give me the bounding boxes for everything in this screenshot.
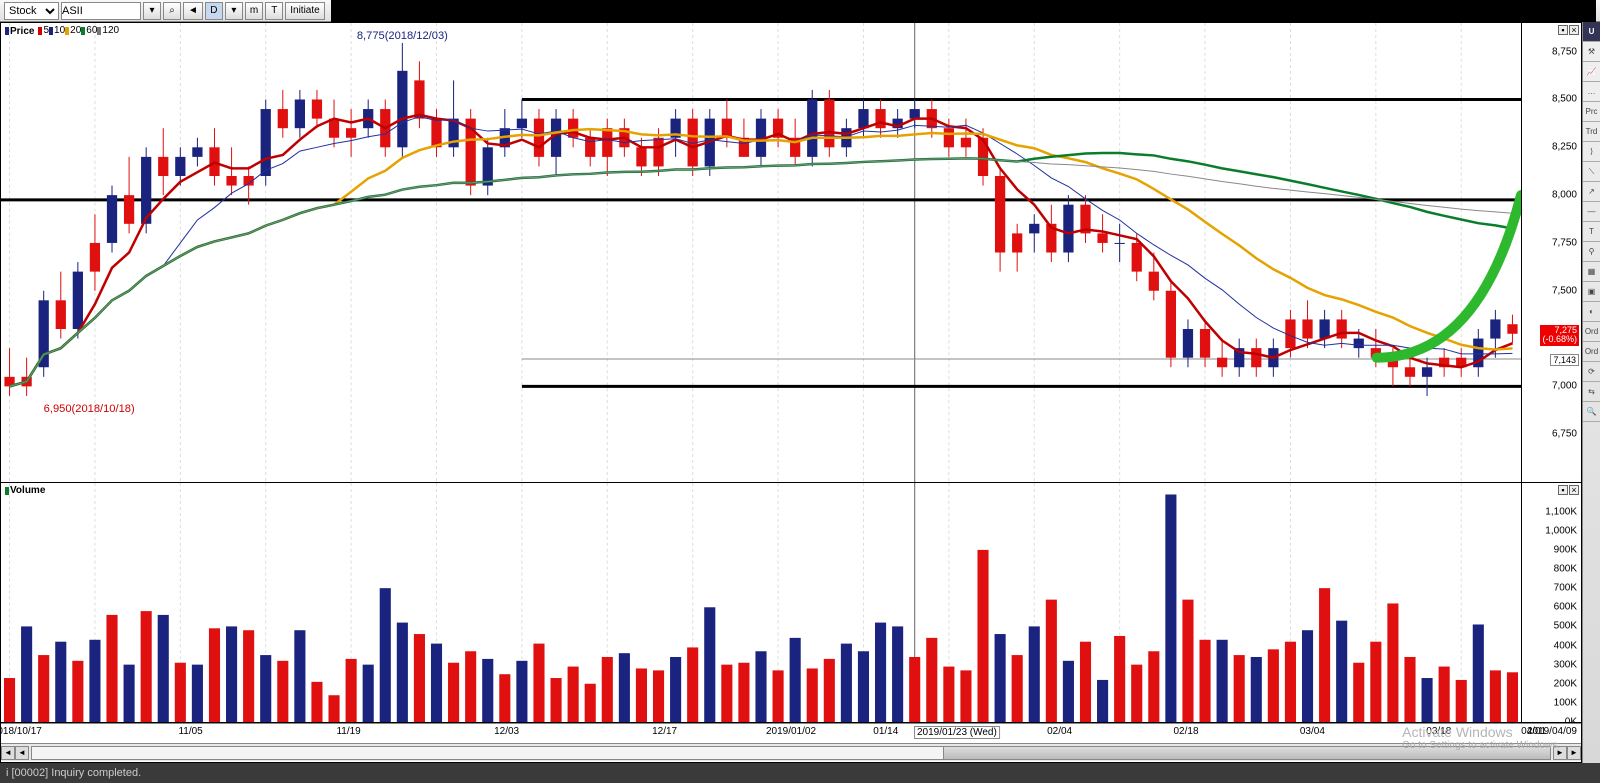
price-ytick: 8,000 [1552, 190, 1577, 201]
legend-ma20: 20 [65, 25, 81, 36]
price-y-axis: 6,7507,0007,2507,5007,7508,0008,2508,500… [1521, 23, 1581, 482]
price-ytick: 7,000 [1552, 381, 1577, 392]
tool-5[interactable]: Trd [1583, 122, 1600, 142]
legend-ma60: 60 [81, 25, 97, 36]
tool-12[interactable]: ▦ [1583, 262, 1600, 282]
xaxis-label: 02/18 [1173, 726, 1198, 737]
volume-ytick: 500K [1554, 621, 1577, 632]
tool-14[interactable]: ◐ [1583, 302, 1600, 322]
scroll-left-icon[interactable]: ◄ [1, 746, 15, 760]
xaxis-label: 11/05 [178, 726, 202, 737]
xaxis-label: 2019/01/23 (Wed) [914, 726, 1000, 739]
price-ytick: 7,500 [1552, 285, 1577, 296]
xaxis-label: 03/04 [1300, 726, 1325, 737]
tool-13[interactable]: ▣ [1583, 282, 1600, 302]
tool-4[interactable]: Prc [1583, 102, 1600, 122]
tool-11[interactable]: ⚲ [1583, 242, 1600, 262]
toolbar-spacer [331, 0, 1596, 22]
dropdown-icon[interactable]: ▾ [143, 2, 161, 20]
status-message: i [00002] Inquiry completed. [6, 767, 141, 779]
volume-panel: Volume ▪ × 0K100K200K300K400K500K600K700… [1, 483, 1581, 723]
tool-2[interactable]: 📈 [1583, 62, 1600, 82]
tool-18[interactable]: ⇆ [1583, 382, 1600, 402]
xaxis-label: 12/03 [494, 726, 519, 737]
price-legend: Price 5102060120 [5, 25, 119, 38]
price-ytick: 6,750 [1552, 429, 1577, 440]
volume-ytick: 800K [1554, 564, 1577, 575]
volume-ytick: 400K [1554, 640, 1577, 651]
price-ytick: 7,750 [1552, 237, 1577, 248]
tool-15[interactable]: Ord [1583, 322, 1600, 342]
volume-ytick: 300K [1554, 659, 1577, 670]
status-bar: i [00002] Inquiry completed. [0, 763, 1600, 783]
legend-ma5: 5 [38, 25, 49, 36]
panel-close-icon[interactable]: × [1569, 25, 1579, 35]
xaxis-label: 01/14 [873, 726, 898, 737]
search-icon[interactable]: ⌕ [163, 2, 181, 20]
scroll-left2-icon[interactable]: ◄ [15, 746, 29, 760]
initiate-button[interactable]: Initiate [285, 2, 324, 20]
period-m-button[interactable]: m [245, 2, 263, 20]
volume-plot[interactable] [1, 483, 1521, 722]
scroll-track[interactable] [31, 746, 1551, 760]
main-area: Price 5102060120 ▪ × 8,775(2018/12/03) 6,… [0, 22, 1600, 763]
price-panel: Price 5102060120 ▪ × 8,775(2018/12/03) 6,… [1, 23, 1581, 483]
volume-ytick: 200K [1554, 678, 1577, 689]
price-ytick: 8,250 [1552, 142, 1577, 153]
panel-settings-icon[interactable]: ▪ [1558, 485, 1568, 495]
xaxis-label: 2018/10/17 [0, 726, 42, 737]
price-legend-label: Price [10, 26, 34, 37]
tool-6[interactable]: ⟩ [1583, 142, 1600, 162]
tool-10[interactable]: T [1583, 222, 1600, 242]
legend-ma120: 120 [97, 25, 119, 36]
volume-ytick: 100K [1554, 697, 1577, 708]
volume-ytick: 1,100K [1545, 506, 1577, 517]
price-ytick: 8,500 [1552, 94, 1577, 105]
back-icon[interactable]: ◄ [183, 2, 203, 20]
chart-column: Price 5102060120 ▪ × 8,775(2018/12/03) 6,… [0, 22, 1582, 763]
tool-16[interactable]: Ord [1583, 342, 1600, 362]
instrument-type-select[interactable]: Stock [4, 2, 59, 20]
panel-settings-icon[interactable]: ▪ [1558, 25, 1568, 35]
chart-scrollbar[interactable]: ◄ ◄ ► ► [1, 743, 1581, 761]
tool-9[interactable]: — [1583, 202, 1600, 222]
period-t-button[interactable]: T [265, 2, 283, 20]
tool-3[interactable]: … [1583, 82, 1600, 102]
panel-close-icon[interactable]: × [1569, 485, 1579, 495]
volume-panel-controls: ▪ × [1558, 485, 1579, 495]
current-price-badge: 7,275(-0.68%) [1540, 325, 1579, 347]
price-plot[interactable]: 8,775(2018/12/03) 6,950(2018/10/18) [1, 23, 1521, 482]
period-dropdown-icon[interactable]: ▾ [225, 2, 243, 20]
tool-8[interactable]: ↗ [1583, 182, 1600, 202]
xaxis-label: 12/17 [652, 726, 677, 737]
tool-1[interactable]: ⚒ [1583, 42, 1600, 62]
legend-ma10: 10 [49, 25, 65, 36]
x-axis: 2019/04/09 2018/10/1711/0511/1912/0312/1… [1, 723, 1581, 743]
ticker-input[interactable] [61, 2, 141, 20]
right-tool-palette: U⚒📈…PrcTrd⟩⟍↗—T⚲▦▣◐OrdOrd⟳⇆🔍 [1582, 22, 1600, 763]
windows-watermark: Activate Windows Go to Settings to activ… [1402, 724, 1560, 751]
price-ytick: 8,750 [1552, 46, 1577, 57]
xaxis-label: 02/04 [1047, 726, 1072, 737]
tool-0[interactable]: U [1583, 22, 1600, 42]
volume-ytick: 700K [1554, 583, 1577, 594]
period-d-button[interactable]: D [205, 2, 223, 20]
volume-legend-label: Volume [10, 485, 45, 496]
svg-text:6,950(2018/10/18): 6,950(2018/10/18) [44, 403, 135, 415]
tool-7[interactable]: ⟍ [1583, 162, 1600, 182]
scroll-right2-icon[interactable]: ► [1567, 746, 1581, 760]
price-panel-controls: ▪ × [1558, 25, 1579, 35]
xaxis-label: 2019/01/02 [766, 726, 816, 737]
xaxis-label: 11/19 [336, 726, 360, 737]
volume-legend: Volume [5, 485, 45, 496]
volume-ytick: 1,000K [1545, 525, 1577, 536]
volume-ytick: 900K [1554, 544, 1577, 555]
top-toolbar: Stock ▾ ⌕ ◄ D ▾ m T Initiate [0, 0, 1600, 22]
ma120-badge: 7,143 [1550, 354, 1579, 366]
tool-19[interactable]: 🔍 [1583, 402, 1600, 422]
tool-17[interactable]: ⟳ [1583, 362, 1600, 382]
volume-ytick: 600K [1554, 602, 1577, 613]
svg-text:8,775(2018/12/03): 8,775(2018/12/03) [357, 30, 448, 42]
volume-y-axis: 0K100K200K300K400K500K600K700K800K900K1,… [1521, 483, 1581, 722]
